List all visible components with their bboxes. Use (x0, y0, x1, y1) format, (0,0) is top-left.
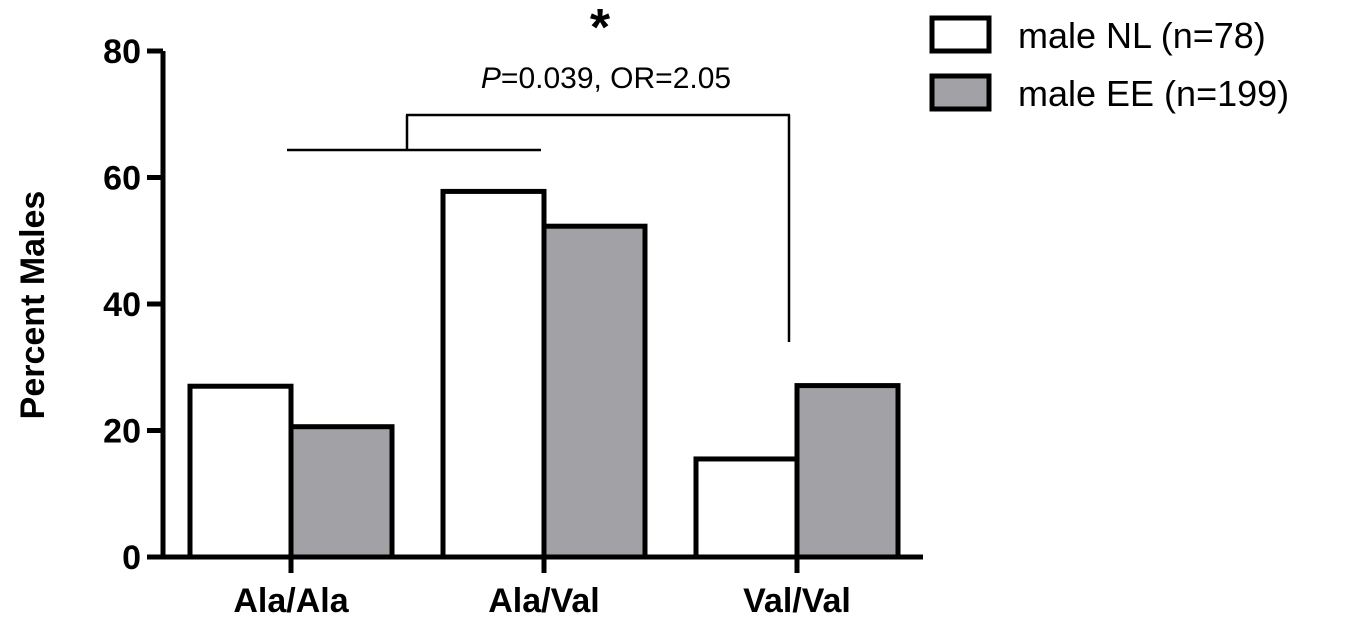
significance-bracket (287, 113, 791, 342)
y-tick-label: 80 (103, 33, 141, 71)
legend: male NL (n=78) male EE (n=199) (929, 15, 1289, 114)
y-axis-label: Percent Males (14, 191, 52, 420)
bar-nl-val-val (693, 456, 800, 560)
bars (187, 188, 901, 560)
p-value-text: =0.039, OR=2.05 (501, 62, 731, 95)
legend-label: male NL (n=78) (1018, 15, 1266, 56)
p-value-annotation: P=0.039, OR=2.05 (481, 62, 731, 95)
significance-star: * (590, 0, 611, 57)
x-tick-label: Ala/Ala (233, 582, 349, 620)
bar-nl-ala-val (440, 188, 547, 560)
bar-ee-val-val (794, 383, 901, 560)
p-symbol: P (481, 62, 501, 95)
x-tick-label: Ala/Val (488, 582, 600, 620)
legend-label: male EE (n=199) (1018, 73, 1289, 114)
legend-swatch (929, 15, 992, 54)
y-tick-label: 0 (122, 539, 141, 577)
y-tick-label: 60 (103, 160, 141, 198)
bar-nl-ala-ala (187, 383, 294, 560)
x-tick-label: Val/Val (743, 582, 851, 620)
bar-ee-ala-ala (288, 424, 395, 560)
y-axis: 0 20 40 60 80 (103, 33, 166, 577)
y-tick-label: 40 (103, 286, 141, 324)
x-axis: Ala/Ala Ala/Val Val/Val (161, 554, 923, 620)
bar-ee-ala-val (541, 223, 648, 560)
y-tick-label: 20 (103, 413, 141, 451)
legend-swatch (929, 73, 992, 112)
